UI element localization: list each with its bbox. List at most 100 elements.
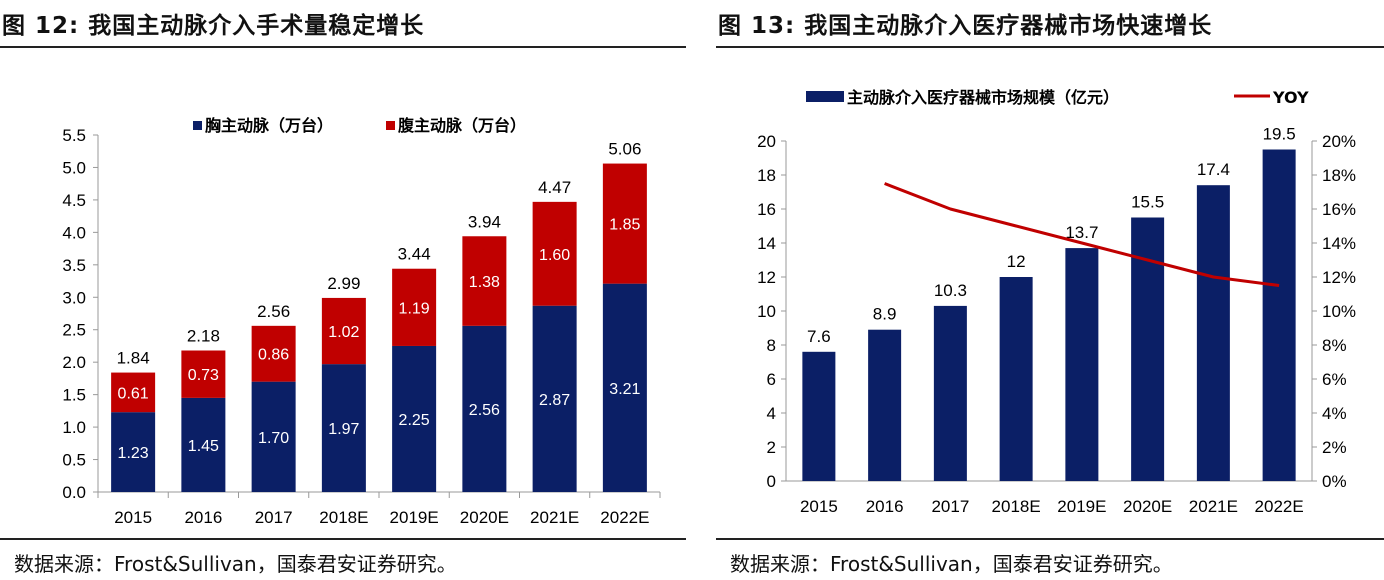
y-tick-label: 3.5	[62, 256, 86, 275]
figure-13-panel: 图 13: 我国主动脉介入医疗器械市场快速增长 0 2 4 6 8 10 12 14 16 18 2…	[716, 0, 1384, 580]
figure-12-source: 数据来源：Frost&Sullivan，国泰君安证券研究。	[14, 552, 457, 576]
y2-tick-label: 8%	[1322, 336, 1347, 355]
bar-thoracic	[251, 381, 296, 492]
y2-tick-label: 18%	[1322, 166, 1356, 185]
legend-abdominal-swatch	[386, 121, 395, 130]
bar-total-label: 4.47	[538, 178, 571, 197]
bar-market-size	[1196, 185, 1230, 481]
bar-abdominal	[181, 350, 226, 398]
figure-13-top-rule	[716, 46, 1384, 48]
bar-value-label: 19.5	[1263, 125, 1296, 144]
x-tick-label: 2020E	[1123, 497, 1172, 516]
bar-total-label: 2.56	[257, 302, 290, 321]
bar-value-label: 8.9	[873, 305, 897, 324]
x-tick-label: 2018E	[992, 497, 1041, 516]
y-tick-label: 16	[757, 200, 776, 219]
x-tick-label: 2021E	[1189, 497, 1238, 516]
figure-13-bottom-rule	[716, 538, 1384, 540]
legend-market-swatch	[806, 91, 844, 102]
y-tick-label: 4.0	[62, 223, 86, 242]
bar-thoracic	[392, 345, 437, 492]
legend-thoracic-label: 胸主动脉（万台）	[205, 116, 333, 135]
bar-abdominal-label: 1.19	[399, 300, 430, 317]
y2-tick-label: 12%	[1322, 268, 1356, 287]
bar-abdominal	[251, 325, 296, 382]
y2-tick-label: 16%	[1322, 200, 1356, 219]
bar-abdominal-label: 0.61	[118, 385, 149, 402]
bar-thoracic-label: 1.23	[118, 445, 149, 462]
bar-total-label: 2.99	[327, 274, 360, 293]
bar-abdominal	[111, 372, 156, 413]
legend-market-label: 主动脉介入医疗器械市场规模（亿元）	[847, 88, 1119, 107]
y-tick-label: 3.0	[62, 288, 86, 307]
surgery-volume-chart: 0.0 0.5 1.0 1.5 2.0 2.5 3.0 3.5 4.0 4.5 5.0 5.5 1.23…	[62, 116, 661, 527]
x-tick-label: 2022E	[1255, 497, 1304, 516]
y2-tick-label: 2%	[1322, 438, 1347, 457]
bar-abdominal-label: 0.86	[258, 347, 289, 364]
bar-total-label: 5.06	[608, 140, 641, 159]
bar-thoracic-label: 2.87	[539, 392, 570, 409]
y-tick-label: 2.0	[62, 353, 86, 372]
bar-abdominal-label: 1.60	[539, 247, 570, 264]
figure-12-bottom-rule	[0, 538, 686, 540]
bar-market-size	[933, 305, 967, 481]
bar-total-label: 3.44	[398, 245, 431, 264]
y2-tick-label: 20%	[1322, 132, 1356, 151]
y-tick-label: 4	[767, 404, 776, 423]
bar-value-label: 12	[1007, 252, 1026, 271]
bar-thoracic	[321, 364, 366, 492]
x-tick-label: 2019E	[390, 508, 439, 527]
y-tick-label: 18	[757, 166, 776, 185]
y-tick-label: 2.5	[62, 321, 86, 340]
bar-abdominal-label: 1.85	[609, 217, 640, 234]
bar-thoracic-label: 1.70	[258, 430, 289, 447]
y-tick-label: 0.0	[62, 483, 86, 502]
x-tick-label: 2015	[114, 508, 152, 527]
bar-value-label: 7.6	[807, 327, 831, 346]
x-tick-label: 2018E	[319, 508, 368, 527]
y-tick-label: 10	[757, 302, 776, 321]
bar-thoracic-label: 2.56	[469, 402, 500, 419]
bar-market-size	[802, 351, 836, 481]
legend-yoy-label: YOY	[1272, 88, 1309, 107]
bar-thoracic	[181, 397, 226, 492]
y-tick-label: 8	[767, 336, 776, 355]
bar-abdominal-label: 1.02	[328, 324, 359, 341]
figure-12-top-rule	[0, 46, 686, 48]
bar-value-label: 10.3	[934, 281, 967, 300]
bar-abdominal	[392, 268, 437, 346]
figure-12-panel: 图 12: 我国主动脉介入手术量稳定增长 0.0 0.5 1.0 1.5 2.0 2.5 3…	[0, 0, 686, 580]
bar-abdominal	[532, 201, 577, 306]
x-tick-label: 2015	[800, 497, 838, 516]
y2-tick-label: 14%	[1322, 234, 1356, 253]
x-tick-label: 2020E	[460, 508, 509, 527]
bar-market-size	[999, 277, 1033, 481]
bar-abdominal	[321, 297, 366, 365]
legend-abdominal-label: 腹主动脉（万台）	[398, 116, 526, 135]
bar-market-size	[1065, 248, 1099, 481]
y-tick-label: 12	[757, 268, 776, 287]
bar-value-label: 15.5	[1131, 193, 1164, 212]
y-tick-label: 1.0	[62, 418, 86, 437]
bar-thoracic	[462, 325, 507, 492]
y2-tick-label: 0%	[1322, 472, 1347, 491]
bar-thoracic-label: 1.45	[188, 438, 219, 455]
bar-thoracic	[602, 283, 647, 492]
bar-thoracic-label: 3.21	[609, 381, 640, 398]
bar-thoracic	[111, 412, 156, 492]
bar-abdominal	[602, 163, 647, 284]
bar-total-label: 2.18	[187, 326, 220, 345]
bar-market-size	[868, 329, 902, 481]
bar-total-label: 3.94	[468, 212, 501, 231]
bar-value-label: 13.7	[1065, 223, 1098, 242]
bar-total-label: 1.84	[117, 349, 150, 368]
y-tick-label: 0.5	[62, 451, 86, 470]
device-market-chart: 0 2 4 6 8 10 12 14 16 18 20 0% 2% 4% 6% 8% 10% 12% 14% 16% 1…	[757, 88, 1356, 516]
x-tick-label: 2017	[255, 508, 293, 527]
y2-tick-label: 4%	[1322, 404, 1347, 423]
bar-thoracic-label: 2.25	[399, 412, 430, 429]
yoy-line	[884, 182, 1280, 287]
y2-tick-label: 10%	[1322, 302, 1356, 321]
legend-thoracic-swatch	[193, 121, 202, 130]
x-tick-label: 2022E	[600, 508, 649, 527]
